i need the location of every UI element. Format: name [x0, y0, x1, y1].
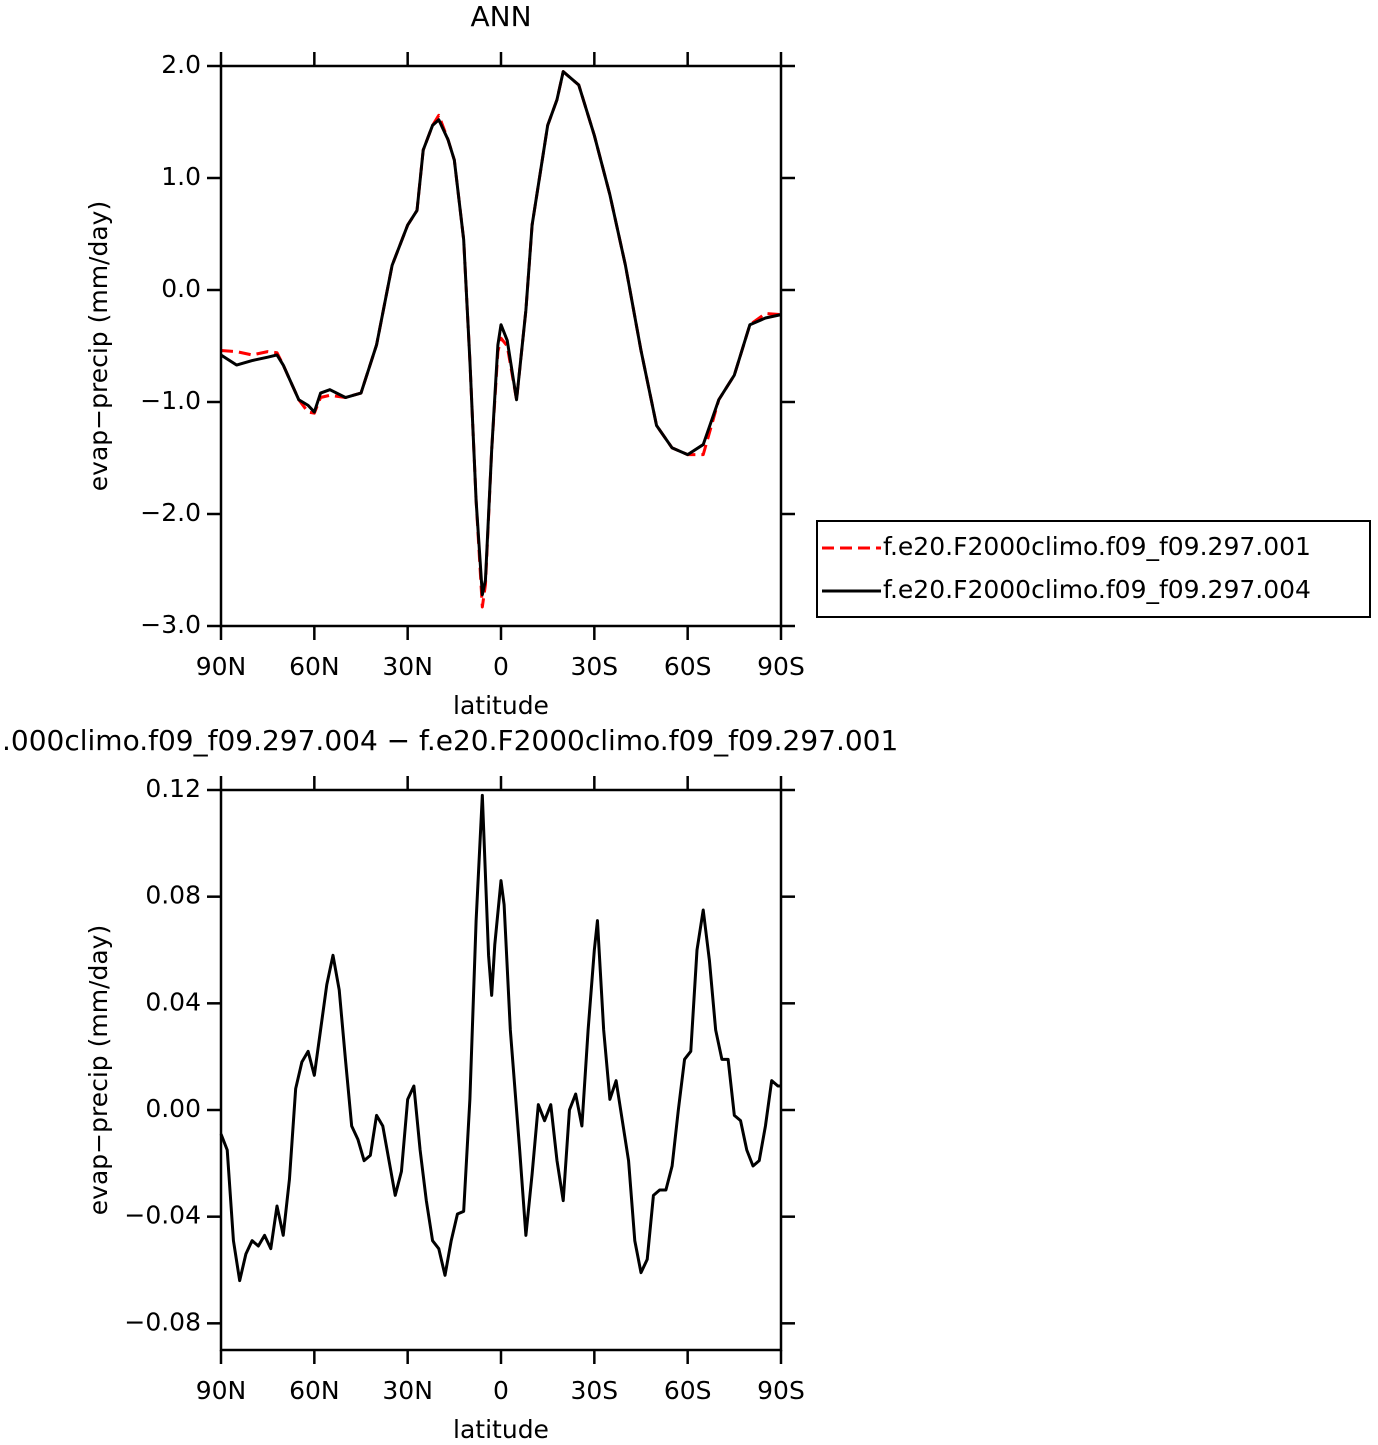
y-tick-label: 0.0	[161, 274, 201, 303]
x-tick-label: 60N	[289, 1376, 340, 1405]
y-tick-label: 0.12	[145, 774, 201, 803]
x-tick-label: 60N	[289, 652, 340, 681]
chart-title: .000climo.f09_f09.297.004 − f.e20.F2000c…	[2, 724, 898, 757]
x-tick-label: 30N	[382, 652, 433, 681]
y-tick-label: 0.00	[145, 1094, 201, 1123]
y-tick-label: −2.0	[140, 498, 201, 527]
data-line	[220, 70, 782, 597]
data-line	[219, 793, 781, 1283]
legend-label: f.e20.F2000climo.f09_f09.297.004	[883, 575, 1311, 604]
data-line	[220, 70, 782, 609]
x-tick-label: 30S	[570, 652, 618, 681]
plot-frame	[219, 64, 783, 628]
y-tick-label: −0.08	[124, 1307, 201, 1336]
y-tick-label: −0.04	[124, 1201, 201, 1230]
x-tick-label: 0	[493, 652, 509, 681]
y-tick-label: 2.0	[161, 50, 201, 79]
x-tick-label: 90N	[196, 1376, 247, 1405]
chart-title: ANN	[470, 0, 531, 33]
y-tick-label: −1.0	[140, 386, 201, 415]
y-axis-label: evap−precip (mm/day)	[84, 201, 113, 491]
x-tick-label: 60S	[664, 1376, 712, 1405]
x-tick-label: 0	[493, 1376, 509, 1405]
y-tick-label: 0.04	[145, 987, 201, 1016]
x-tick-label: 30S	[570, 1376, 618, 1405]
x-tick-label: 90S	[757, 652, 805, 681]
plot-frame	[219, 788, 783, 1352]
x-tick-label: 90S	[757, 1376, 805, 1405]
x-axis-label: latitude	[453, 691, 549, 720]
y-tick-label: −3.0	[140, 610, 201, 639]
legend-label: f.e20.F2000climo.f09_f09.297.001	[883, 532, 1311, 561]
legend-box	[816, 520, 1371, 618]
x-tick-label: 90N	[196, 652, 247, 681]
x-axis-label: latitude	[453, 1415, 549, 1444]
y-tick-label: 0.08	[145, 881, 201, 910]
x-tick-label: 30N	[382, 1376, 433, 1405]
y-axis-label: evap−precip (mm/day)	[84, 925, 113, 1215]
y-tick-label: 1.0	[161, 162, 201, 191]
x-tick-label: 60S	[664, 652, 712, 681]
